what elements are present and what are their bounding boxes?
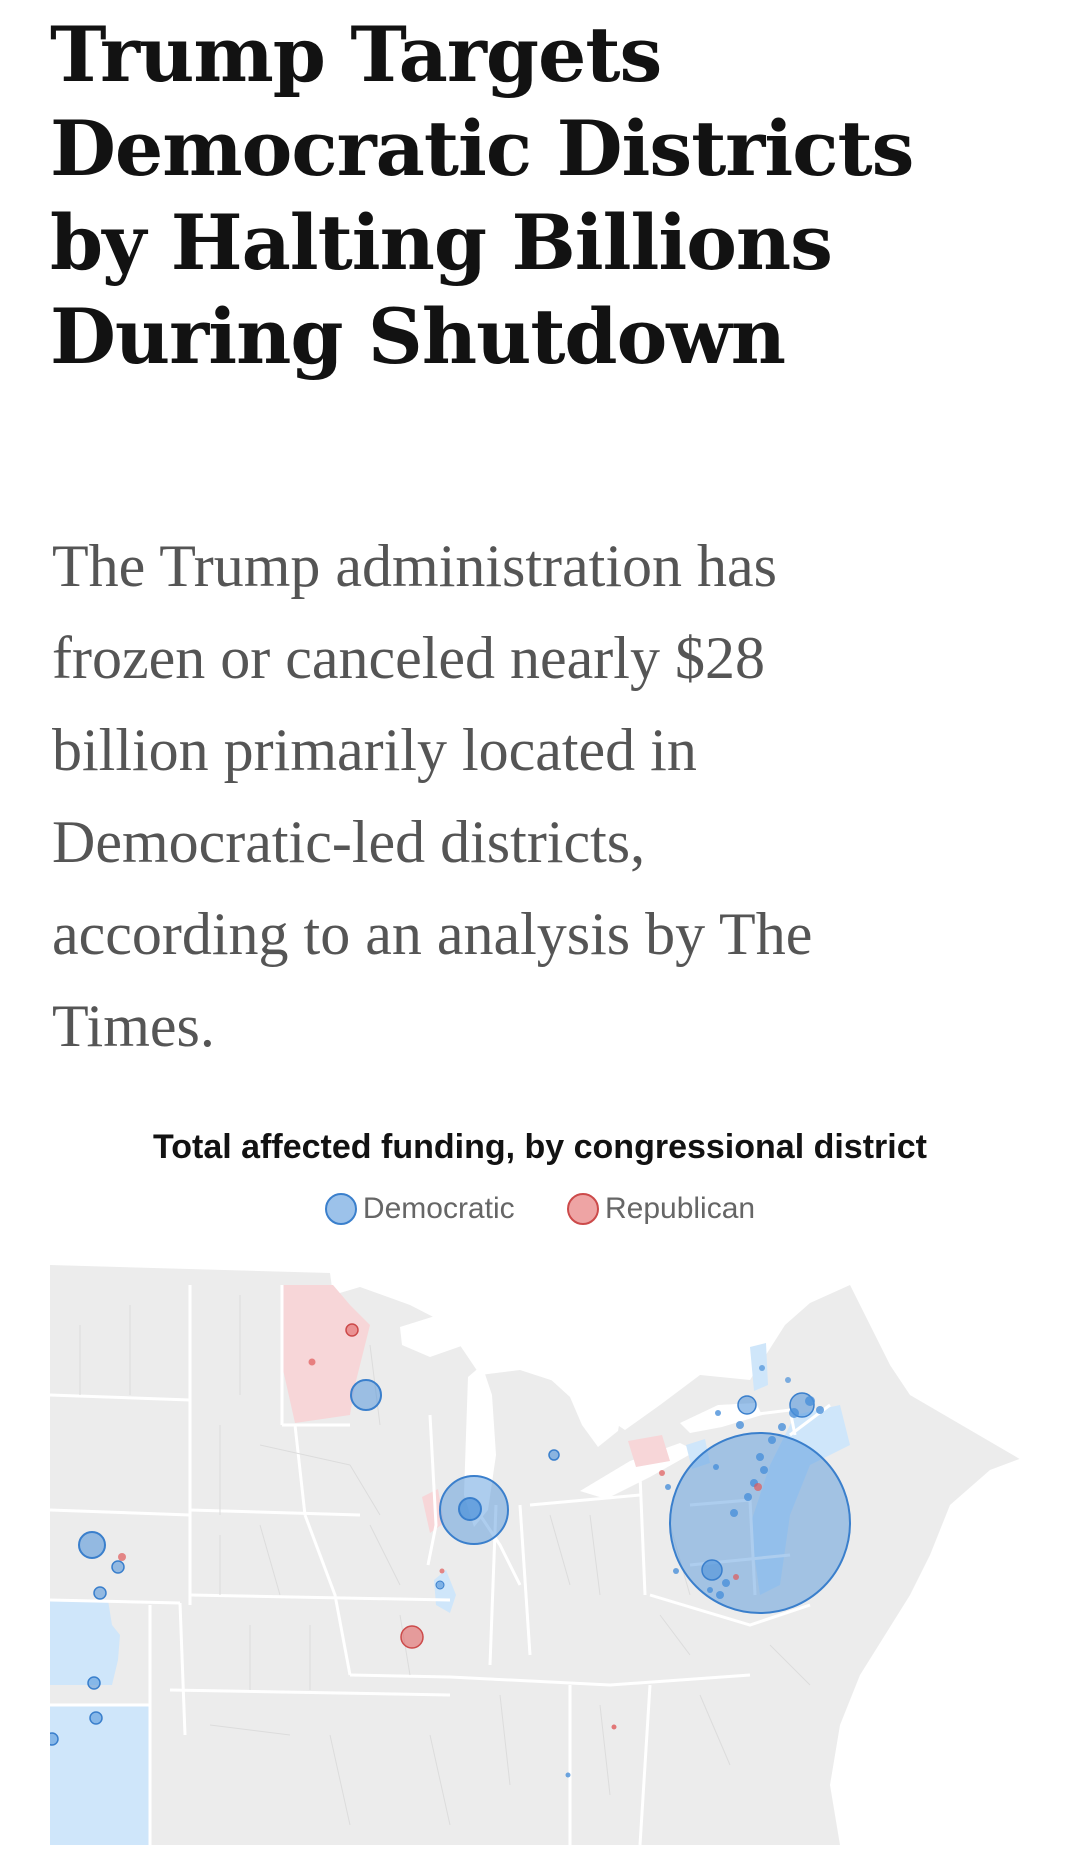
district-map[interactable]: [50, 1265, 1030, 1845]
democratic-bubble[interactable]: [673, 1568, 679, 1574]
map-title: Total affected funding, by congressional…: [153, 1128, 927, 1166]
democratic-bubble[interactable]: [548, 1449, 560, 1461]
democratic-bubble[interactable]: [716, 1591, 724, 1599]
summary-line: according to an analysis by The: [52, 901, 813, 967]
democratic-bubble[interactable]: [350, 1379, 382, 1411]
lake-superior: [400, 1303, 570, 1357]
legend-item-republican: Republican: [566, 1192, 756, 1226]
republican-bubble[interactable]: [308, 1358, 316, 1366]
republican-bubble[interactable]: [345, 1323, 359, 1337]
republican-bubble[interactable]: [754, 1483, 762, 1491]
republican-bubble[interactable]: [118, 1553, 126, 1561]
democratic-bubble[interactable]: [458, 1497, 482, 1521]
democratic-bubble[interactable]: [93, 1586, 107, 1600]
lake-michigan: [464, 1365, 496, 1527]
democratic-bubble[interactable]: [565, 1772, 571, 1778]
headline-line: by Halting Billions: [50, 198, 833, 287]
democratic-district: [50, 1600, 120, 1685]
map-svg: [50, 1265, 1030, 1845]
democratic-bubble[interactable]: [759, 1365, 765, 1371]
democratic-bubble[interactable]: [715, 1410, 721, 1416]
republican-district: [628, 1435, 670, 1467]
map-legend: Democratic Republican: [0, 1192, 1080, 1233]
legend-label: Republican: [604, 1192, 756, 1225]
summary-line: billion primarily located in: [52, 717, 697, 783]
headline: Trump Targets Democratic Districts by Ha…: [50, 8, 1040, 384]
democratic-district: [50, 1705, 150, 1845]
democratic-district: [686, 1439, 710, 1469]
democratic-bubble[interactable]: [730, 1509, 738, 1517]
democratic-bubble[interactable]: [722, 1579, 730, 1587]
summary-line: Democratic-led districts,: [52, 809, 646, 875]
democratic-district: [750, 1405, 850, 1595]
district-borders: [79, 1295, 811, 1826]
democratic-bubble[interactable]: [701, 1559, 723, 1581]
republican-bubble[interactable]: [611, 1724, 617, 1730]
democratic-bubble[interactable]: [816, 1406, 824, 1414]
democratic-dot-icon: [324, 1193, 357, 1225]
democratic-bubble[interactable]: [785, 1377, 791, 1383]
headline-line: Democratic Districts: [50, 104, 914, 193]
lake-huron: [528, 1347, 624, 1447]
democratic-bubble[interactable]: [87, 1676, 101, 1690]
headline-line: Trump Targets: [50, 10, 662, 99]
republican-bubble[interactable]: [733, 1574, 739, 1580]
legend-item-democratic: Democratic: [324, 1192, 515, 1226]
democratic-bubble[interactable]: [756, 1453, 764, 1461]
state-borders: [50, 1285, 831, 1845]
democratic-bubble[interactable]: [111, 1560, 125, 1574]
democratic-bubble[interactable]: [768, 1436, 776, 1444]
democratic-bubble[interactable]: [707, 1587, 713, 1593]
democratic-bubble[interactable]: [805, 1396, 815, 1406]
summary-line: frozen or canceled nearly $28: [52, 625, 765, 691]
republican-district: [282, 1285, 370, 1423]
democratic-bubble[interactable]: [778, 1423, 786, 1431]
republican-bubble[interactable]: [659, 1470, 665, 1476]
democratic-bubble[interactable]: [435, 1580, 445, 1590]
republican-bubble[interactable]: [439, 1568, 445, 1574]
democratic-bubble[interactable]: [50, 1732, 59, 1746]
democratic-bubble[interactable]: [760, 1466, 768, 1474]
republican-district: [422, 1489, 444, 1533]
democratic-bubble[interactable]: [89, 1711, 103, 1725]
headline-line: During Shutdown: [50, 292, 786, 381]
democratic-bubbles: [50, 1365, 851, 1778]
summary-line: Times.: [52, 993, 215, 1059]
democratic-district: [750, 1343, 768, 1391]
legend-label: Democratic: [362, 1192, 515, 1225]
republican-dot-icon: [566, 1193, 599, 1225]
summary-line: The Trump administration has: [52, 533, 777, 599]
republican-bubbles: [118, 1323, 762, 1730]
democratic-bubble[interactable]: [78, 1531, 106, 1559]
ocean: [830, 1455, 1030, 1845]
democratic-bubble[interactable]: [744, 1493, 752, 1501]
democratic-bubble[interactable]: [665, 1484, 671, 1490]
democratic-bubble[interactable]: [713, 1464, 719, 1470]
democratic-bubble[interactable]: [737, 1395, 757, 1415]
summary: The Trump administration has frozen or c…: [52, 520, 1052, 1072]
democratic-bubble[interactable]: [736, 1421, 744, 1429]
democratic-bubble[interactable]: [789, 1408, 799, 1418]
republican-bubble[interactable]: [400, 1625, 424, 1649]
